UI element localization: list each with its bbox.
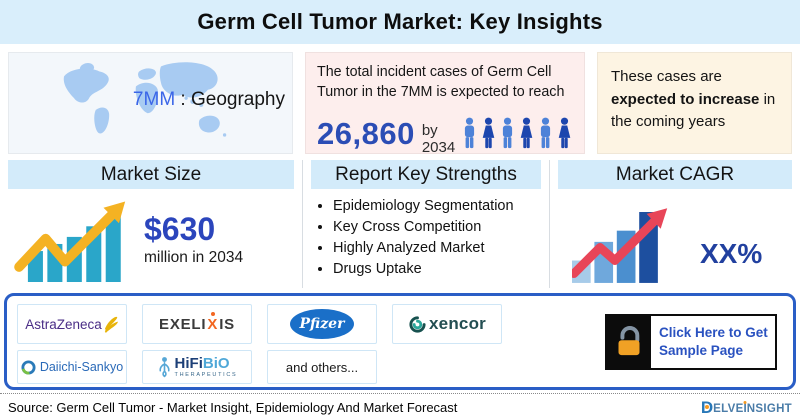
astrazeneca-swoosh-icon bbox=[104, 316, 118, 333]
strength-item: Epidemiology Segmentation bbox=[333, 198, 541, 214]
geography-highlight: 7MM bbox=[132, 89, 176, 110]
metrics-row: Market Size $630 million in 203 bbox=[8, 160, 792, 290]
xencor-logo: xencor bbox=[392, 304, 502, 344]
open-padlock-icon bbox=[607, 315, 651, 368]
incidence-text: The total incident cases of Germ Cell Tu… bbox=[317, 64, 565, 100]
market-cagr-header: Market CAGR bbox=[558, 160, 792, 189]
market-size-value: $630 bbox=[144, 210, 216, 247]
hifibio-logo: HiFiBiO THERAPEUTICS bbox=[142, 350, 252, 384]
market-cagr-section: Market CAGR XX% bbox=[558, 160, 792, 290]
market-size-header: Market Size bbox=[8, 160, 294, 189]
vertical-divider bbox=[302, 160, 303, 288]
title-bar: Germ Cell Tumor Market: Key Insights bbox=[0, 0, 800, 44]
pfizer-logo: Pfizer bbox=[267, 304, 377, 344]
exelixis-logo: EXELI X IS bbox=[142, 304, 252, 344]
incidence-card: The total incident cases of Germ Cell Tu… bbox=[305, 52, 585, 157]
pfizer-oval-icon: Pfizer bbox=[290, 309, 354, 339]
note-bold: expected to increase bbox=[611, 90, 760, 108]
market-cagr-value: XX% bbox=[700, 238, 763, 269]
sample-button-line2: Sample Page bbox=[659, 342, 744, 358]
xencor-swirl-icon bbox=[409, 315, 426, 333]
note-pre: These cases are bbox=[611, 68, 722, 85]
bar-chart-gold-arrow-icon bbox=[14, 198, 132, 282]
market-size-section: Market Size $630 million in 203 bbox=[8, 160, 294, 290]
others-card: and others... bbox=[267, 350, 377, 384]
footer: Source: Germ Cell Tumor - Market Insight… bbox=[0, 393, 800, 420]
source-text: Source: Germ Cell Tumor - Market Insight… bbox=[8, 399, 458, 415]
key-strengths-list: Epidemiology Segmentation Key Cross Comp… bbox=[315, 198, 541, 277]
incidence-suffix: by 2034 bbox=[421, 122, 456, 157]
key-strengths-header: Report Key Strengths bbox=[311, 160, 541, 189]
companies-panel: AstraZeneca EXELI X IS Pfizer xencor bbox=[4, 293, 796, 390]
daiichi-sankyo-logo: Daiichi-Sankyo bbox=[17, 350, 127, 384]
strength-item: Highly Analyzed Market bbox=[333, 240, 541, 256]
incidence-value: 26,860 bbox=[317, 115, 415, 151]
world-map-icon bbox=[63, 62, 227, 137]
page-title: Germ Cell Tumor Market: Key Insights bbox=[197, 9, 603, 34]
market-size-caption: million in 2034 bbox=[144, 249, 244, 267]
people-icons bbox=[461, 117, 573, 150]
insight-cards-row: 7MM : Geography The total incident cases… bbox=[8, 52, 792, 157]
exelixis-person-icon: X bbox=[207, 315, 219, 333]
geography-card: 7MM : Geography bbox=[8, 52, 293, 154]
vertical-divider bbox=[549, 160, 550, 288]
increase-note-card: These cases are expected to increase in … bbox=[597, 52, 792, 154]
hifibio-figure-icon bbox=[158, 357, 170, 378]
strength-item: Drugs Uptake bbox=[333, 261, 541, 277]
astrazeneca-logo: AstraZeneca bbox=[17, 304, 127, 344]
key-strengths-section: Report Key Strengths Epidemiology Segmen… bbox=[311, 160, 541, 290]
sample-button-line1: Click Here to Get bbox=[659, 324, 768, 340]
note-post: in the coming years bbox=[611, 90, 776, 131]
sample-page-button[interactable]: Click Here to Get Sample Page bbox=[605, 313, 777, 370]
bar-chart-red-arrow-icon bbox=[572, 197, 684, 283]
daiichi-circle-icon bbox=[21, 359, 36, 375]
delveinsight-logo: D ELVE I NSIGHT bbox=[700, 397, 792, 417]
geography-label: 7MM : Geography bbox=[133, 89, 285, 111]
strength-item: Key Cross Competition bbox=[333, 219, 541, 235]
geography-rest: : Geography bbox=[175, 89, 285, 110]
